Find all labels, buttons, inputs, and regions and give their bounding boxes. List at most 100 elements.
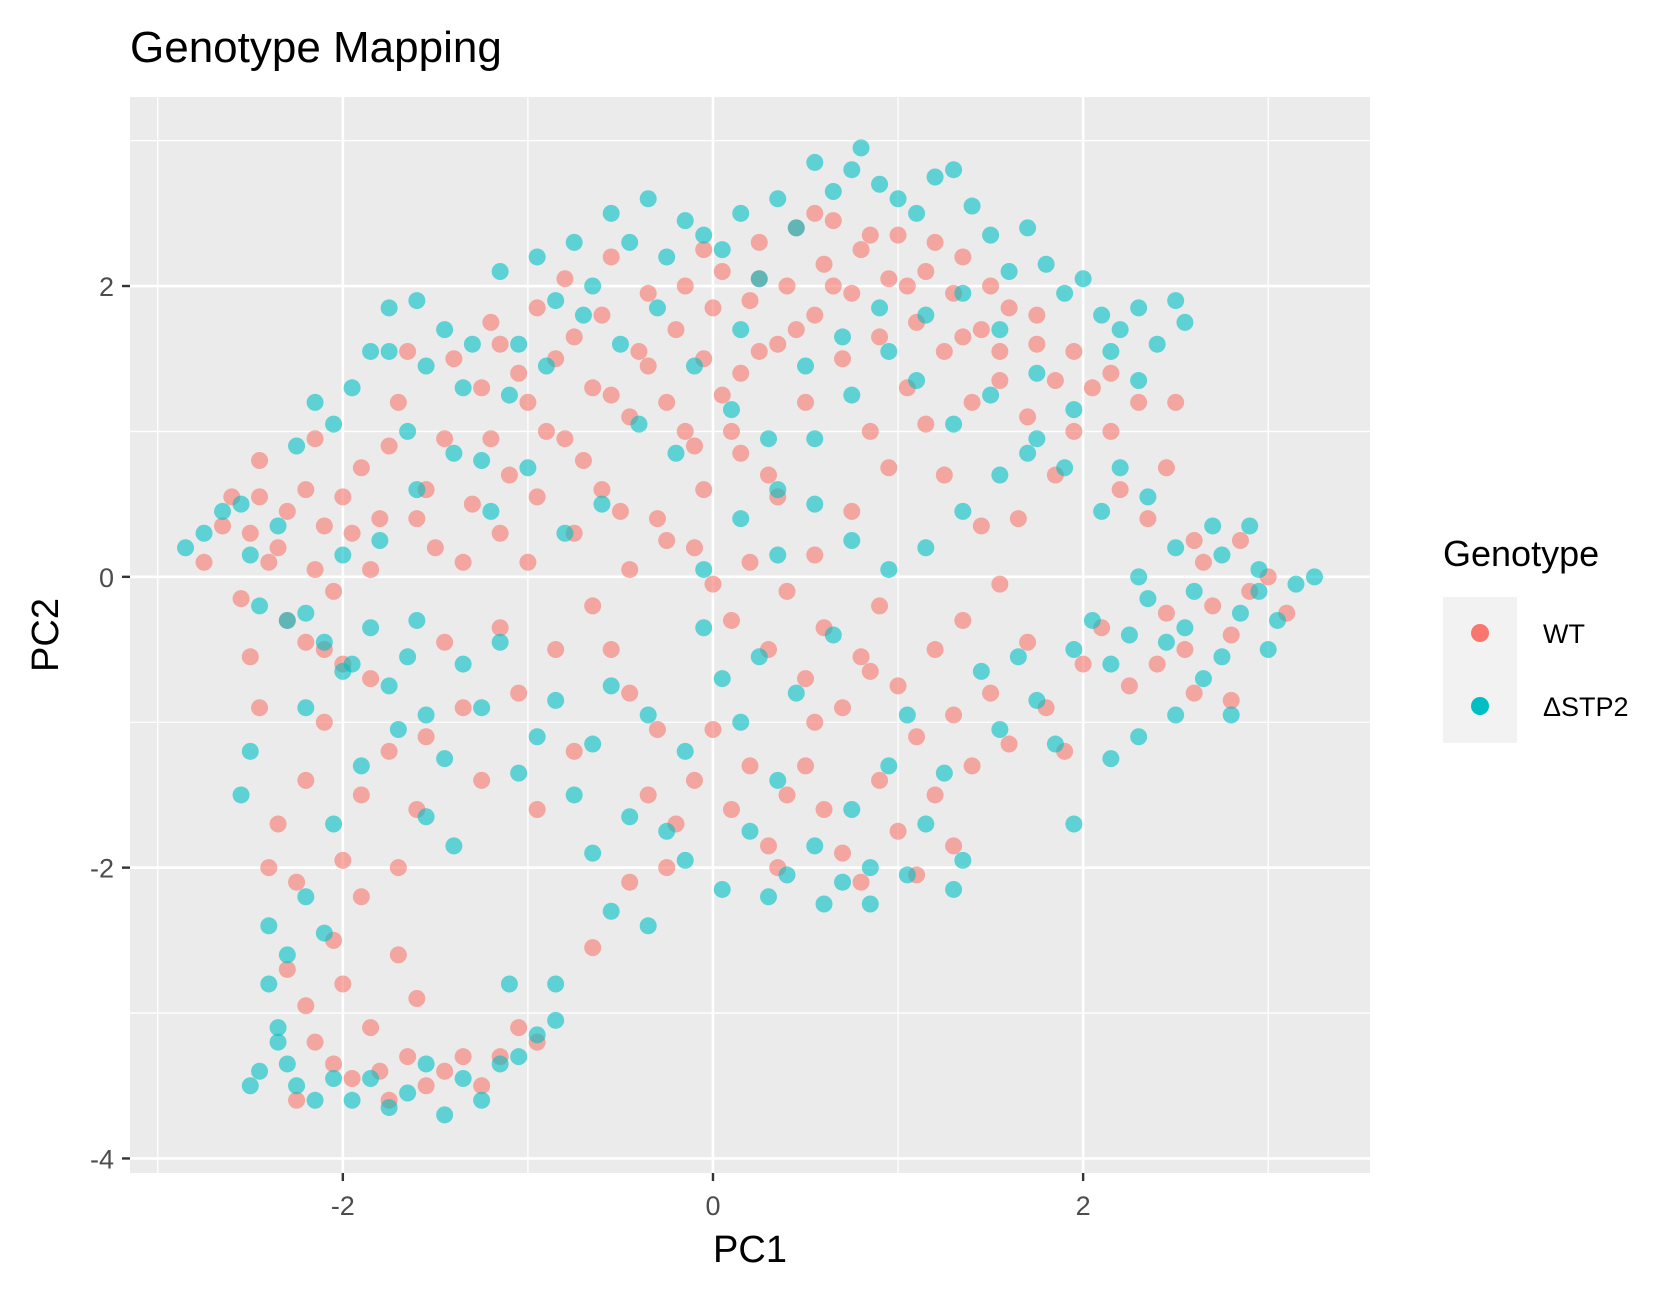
data-point — [473, 379, 491, 397]
data-point — [648, 721, 666, 739]
data-point — [1148, 655, 1166, 673]
data-point — [611, 502, 629, 520]
data-point — [241, 1077, 259, 1095]
data-point — [491, 262, 509, 280]
data-point — [399, 422, 417, 440]
data-point — [325, 582, 343, 600]
data-point — [1139, 510, 1157, 528]
data-point — [991, 321, 1009, 339]
data-point — [547, 292, 565, 310]
data-point — [685, 357, 703, 375]
legend-key-wt — [1471, 624, 1489, 642]
data-point — [1194, 670, 1212, 688]
data-point — [722, 401, 740, 419]
data-point — [815, 800, 833, 818]
data-point — [769, 771, 787, 789]
data-point — [871, 175, 889, 193]
data-point — [917, 415, 935, 433]
data-point — [1120, 626, 1138, 644]
data-point — [315, 924, 333, 942]
data-point — [639, 786, 657, 804]
data-point — [852, 873, 870, 891]
data-point — [1093, 306, 1111, 324]
data-point — [963, 197, 981, 215]
data-point — [584, 844, 602, 862]
data-point — [214, 502, 232, 520]
data-point — [658, 859, 676, 877]
data-point — [389, 946, 407, 964]
data-point — [297, 699, 315, 717]
y-tick-label: 0 — [99, 563, 114, 593]
data-point — [750, 648, 768, 666]
data-point — [732, 204, 750, 222]
data-point — [1157, 604, 1175, 622]
data-point — [834, 699, 852, 717]
series-wt — [195, 204, 1296, 1109]
data-point — [760, 430, 778, 448]
data-point — [473, 452, 491, 470]
data-point — [454, 379, 472, 397]
data-point — [658, 248, 676, 266]
data-point — [1056, 459, 1074, 477]
data-point — [880, 270, 898, 288]
data-point — [695, 561, 713, 579]
data-point — [306, 1091, 324, 1109]
data-point — [917, 306, 935, 324]
data-point — [1222, 706, 1240, 724]
data-point — [880, 757, 898, 775]
data-point — [621, 561, 639, 579]
data-point — [547, 691, 565, 709]
data-point — [491, 524, 509, 542]
data-point — [1046, 372, 1064, 390]
data-point — [1222, 626, 1240, 644]
data-point — [732, 321, 750, 339]
data-point — [269, 517, 287, 535]
data-point — [852, 648, 870, 666]
data-point — [547, 1011, 565, 1029]
data-point — [713, 386, 731, 404]
data-point — [815, 895, 833, 913]
data-point — [417, 1077, 435, 1095]
data-point — [991, 466, 1009, 484]
data-point — [463, 495, 481, 513]
data-point — [713, 262, 731, 280]
data-point — [537, 422, 555, 440]
data-point — [982, 386, 1000, 404]
data-point — [741, 553, 759, 571]
data-point — [732, 444, 750, 462]
data-point — [473, 771, 491, 789]
data-point — [408, 292, 426, 310]
data-point — [463, 335, 481, 353]
data-point — [352, 786, 370, 804]
data-point — [584, 277, 602, 295]
data-point — [362, 670, 380, 688]
data-point — [1167, 706, 1185, 724]
data-point — [343, 524, 361, 542]
data-point — [399, 342, 417, 360]
data-point — [380, 437, 398, 455]
data-point — [602, 641, 620, 659]
data-point — [880, 561, 898, 579]
data-point — [621, 233, 639, 251]
data-point — [288, 437, 306, 455]
data-point — [1000, 735, 1018, 753]
data-point — [556, 524, 574, 542]
data-point — [584, 735, 602, 753]
data-point — [935, 466, 953, 484]
data-point — [297, 481, 315, 499]
data-point — [1176, 641, 1194, 659]
data-point — [695, 241, 713, 259]
data-point — [445, 444, 463, 462]
data-point — [769, 481, 787, 499]
data-point — [685, 437, 703, 455]
legend: Genotype WT ΔSTP2 — [1443, 533, 1629, 743]
data-point — [741, 757, 759, 775]
legend-title: Genotype — [1443, 533, 1599, 574]
data-point — [556, 430, 574, 448]
data-point — [380, 342, 398, 360]
data-point — [500, 386, 518, 404]
data-point — [1231, 531, 1249, 549]
data-point — [1204, 517, 1222, 535]
data-point — [760, 837, 778, 855]
data-point — [537, 357, 555, 375]
